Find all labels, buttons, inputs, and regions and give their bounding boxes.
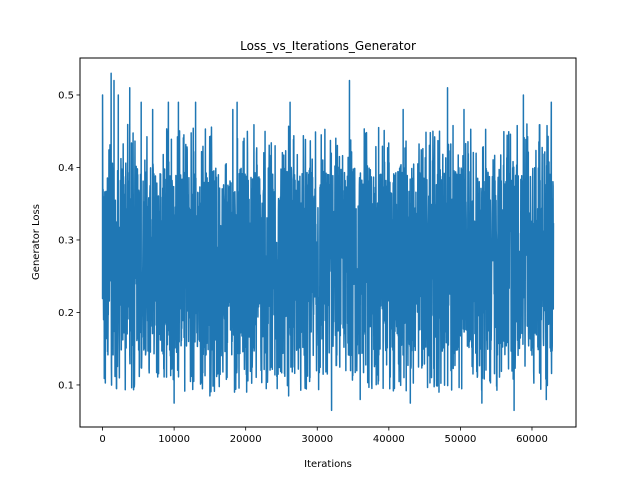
y-axis: 0.1 0.2 0.3 0.4 0.5	[58, 90, 80, 391]
x-axis: 0 10000 20000 30000 40000 50000 60000	[99, 427, 548, 445]
y-tick-label: 0.5	[58, 90, 74, 101]
plot-area-frame	[79, 57, 577, 428]
y-tick-label: 0.3	[58, 235, 74, 246]
y-tick-label: 0.4	[58, 163, 74, 174]
x-tick-label: 50000	[445, 434, 477, 445]
chart-title: Loss_vs_Iterations_Generator	[240, 39, 416, 53]
x-tick-label: 0	[99, 434, 105, 445]
y-tick-label: 0.1	[58, 380, 74, 391]
x-tick-label: 40000	[373, 434, 405, 445]
x-tick-label: 30000	[301, 434, 333, 445]
y-axis-label: Generator Loss	[31, 204, 42, 280]
x-axis-label: Iterations	[304, 459, 352, 470]
x-tick-label: 20000	[230, 434, 262, 445]
x-tick-label: 10000	[158, 434, 190, 445]
series-line-generator-loss	[101, 72, 555, 412]
x-tick-label: 60000	[516, 434, 548, 445]
y-tick-label: 0.2	[58, 308, 74, 319]
